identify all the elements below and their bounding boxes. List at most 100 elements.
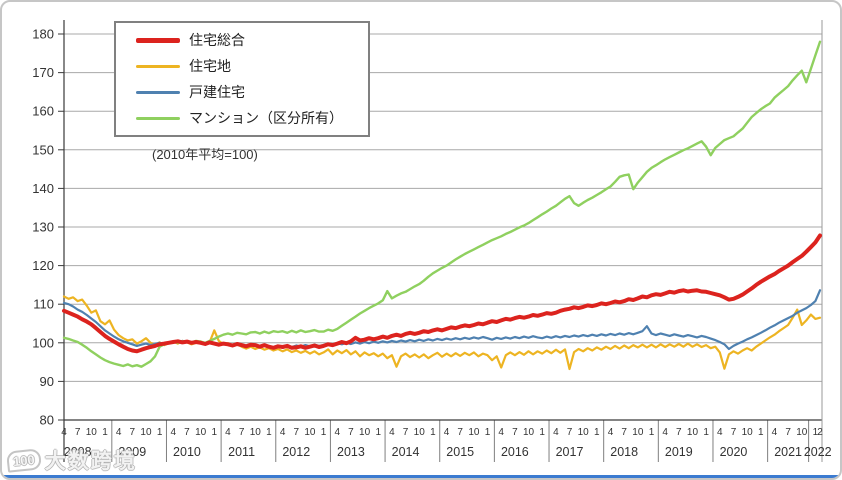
- x-month-label: 4: [280, 427, 286, 438]
- x-month-label: 1: [102, 427, 108, 438]
- x-month-label: 7: [676, 427, 682, 438]
- legend-swatch-total: [136, 37, 180, 43]
- y-axis-label: 170: [32, 65, 54, 80]
- x-month-label: 1: [157, 427, 163, 438]
- legend-label-total: 住宅総合: [189, 32, 245, 48]
- y-axis-label: 160: [32, 104, 54, 119]
- legend-item-total: 住宅総合: [116, 30, 368, 50]
- x-month-label: 10: [632, 427, 644, 438]
- x-month-label: 4: [498, 427, 504, 438]
- x-month-label: 10: [796, 427, 808, 438]
- x-year-label: 2011: [228, 445, 255, 459]
- x-month-label: 1: [539, 427, 545, 438]
- x-month-label: 4: [61, 427, 67, 438]
- y-axis-label: 140: [32, 181, 54, 196]
- y-axis-label: 180: [32, 27, 54, 42]
- x-year-label: 2014: [392, 445, 420, 459]
- x-month-label: 7: [512, 427, 518, 438]
- y-axis-label: 120: [32, 258, 54, 273]
- x-month-label: 4: [608, 427, 614, 438]
- series-line-land: [62, 295, 822, 371]
- x-year-label: 2016: [501, 445, 529, 459]
- x-month-label: 7: [130, 427, 136, 438]
- x-month-label: 10: [578, 427, 590, 438]
- legend-swatch-detached: [136, 90, 180, 94]
- legend-label-condo: マンション（区分所有）: [189, 110, 343, 126]
- x-year-label: 2017: [556, 445, 584, 459]
- x-month-label: 2: [817, 427, 823, 438]
- x-year-label: 2022: [804, 445, 832, 459]
- x-month-label: 7: [239, 427, 245, 438]
- x-month-label: 7: [293, 427, 299, 438]
- x-month-label: 10: [140, 427, 152, 438]
- x-month-label: 1: [813, 427, 819, 438]
- x-month-label: 1: [212, 427, 218, 438]
- x-month-label: 7: [567, 427, 573, 438]
- series-line-total: [62, 233, 822, 354]
- x-year-label: 2021: [774, 445, 802, 459]
- legend-swatch-condo: [136, 116, 180, 120]
- x-month-label: 1: [594, 427, 600, 438]
- x-month-label: 10: [86, 427, 98, 438]
- x-month-label: 10: [250, 427, 262, 438]
- x-month-label: 1: [430, 427, 436, 438]
- x-year-label: 2015: [446, 445, 474, 459]
- x-month-label: 4: [553, 427, 559, 438]
- x-month-label: 10: [687, 427, 699, 438]
- x-year-label: 2008: [64, 445, 92, 459]
- legend-item-detached: 戸建住宅: [116, 82, 368, 102]
- legend-swatch-land: [136, 64, 180, 68]
- y-axis-label: 110: [33, 297, 54, 312]
- x-month-label: 7: [785, 427, 791, 438]
- bottom-accent-bar: [2, 475, 840, 478]
- x-month-label: 10: [414, 427, 426, 438]
- x-year-label: 2018: [610, 445, 638, 459]
- x-month-label: 4: [225, 427, 231, 438]
- legend-label-land: 住宅地: [189, 58, 231, 74]
- x-year-label: 2019: [665, 445, 693, 459]
- x-month-label: 10: [523, 427, 535, 438]
- x-month-label: 1: [375, 427, 381, 438]
- watermark-logo-icon: 100: [5, 447, 42, 473]
- x-year-label: 2013: [337, 445, 365, 459]
- x-month-label: 1: [758, 427, 764, 438]
- x-month-label: 1: [485, 427, 491, 438]
- y-axis-label: 130: [32, 220, 54, 235]
- x-year-label: 2020: [720, 445, 748, 459]
- x-month-label: 4: [662, 427, 668, 438]
- base-year-note: (2010年平均=100): [152, 147, 258, 162]
- x-month-label: 7: [75, 427, 81, 438]
- legend-label-detached: 戸建住宅: [189, 84, 245, 100]
- x-month-label: 10: [195, 427, 207, 438]
- x-month-label: 7: [621, 427, 627, 438]
- x-month-label: 10: [304, 427, 316, 438]
- legend-item-land: 住宅地: [116, 56, 368, 76]
- watermark-text: 大数跨境: [44, 450, 137, 473]
- y-axis-label: 100: [32, 335, 54, 350]
- x-month-label: 1: [649, 427, 655, 438]
- x-month-label: 7: [348, 427, 354, 438]
- x-month-label: 10: [742, 427, 754, 438]
- x-month-label: 10: [359, 427, 371, 438]
- x-month-label: 4: [389, 427, 395, 438]
- x-year-label: 2009: [118, 445, 146, 459]
- x-year-label: 2010: [173, 445, 201, 459]
- x-month-label: 7: [731, 427, 737, 438]
- x-month-label: 7: [184, 427, 190, 438]
- x-month-label: 1: [703, 427, 709, 438]
- legend-item-condo: マンション（区分所有）: [116, 108, 368, 128]
- x-month-label: 7: [403, 427, 409, 438]
- x-month-label: 7: [457, 427, 463, 438]
- x-month-label: 4: [772, 427, 778, 438]
- watermark: 100 大数跨境: [5, 445, 137, 475]
- x-month-label: 1: [266, 427, 272, 438]
- y-axis-label: 90: [40, 374, 54, 389]
- x-month-label: 4: [171, 427, 177, 438]
- y-axis-label: 80: [40, 413, 54, 428]
- x-month-label: 4: [334, 427, 340, 438]
- x-month-label: 4: [717, 427, 723, 438]
- x-month-label: 4: [444, 427, 450, 438]
- x-month-label: 10: [468, 427, 480, 438]
